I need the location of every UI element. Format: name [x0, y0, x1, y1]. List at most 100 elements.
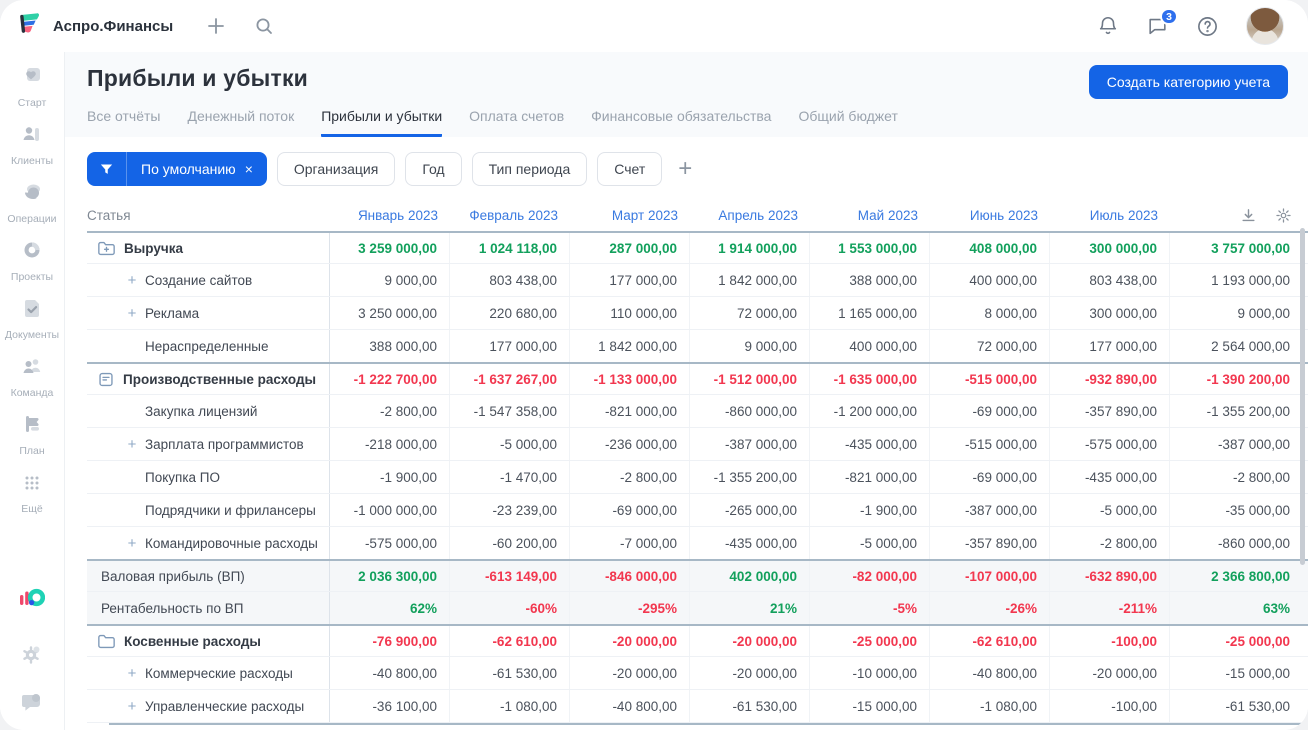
table-row: Косвенные расходы -76 900,00 -62 610,00 -20…: [87, 624, 1308, 657]
expand-plus-icon[interactable]: +: [127, 304, 137, 322]
sidebar-item-label: Команда: [10, 387, 54, 399]
row-label[interactable]: Выручка: [124, 240, 183, 256]
tab-bill-payment[interactable]: Оплата счетов: [469, 108, 565, 124]
value-cell: -23 239,00: [450, 494, 570, 526]
row-label[interactable]: Производственные расходы: [123, 371, 317, 387]
value-cell: 1 553 000,00: [810, 233, 930, 263]
tab-all-reports[interactable]: Все отчёты: [87, 108, 161, 124]
article-cell: + Управленческие расходы: [87, 690, 330, 722]
table-row: Выручка 3 259 000,00 1 024 118,00 287 000,0…: [87, 231, 1308, 264]
article-cell: Косвенные расходы: [87, 626, 330, 656]
sidebar-item-documents[interactable]: Документы: [5, 296, 59, 341]
tab-total-budget[interactable]: Общий бюджет: [798, 108, 898, 124]
value-cell: -10 000,00: [810, 657, 930, 689]
value-cell: -61 530,00: [450, 657, 570, 689]
value-cell: 300 000,00: [1050, 297, 1170, 329]
row-label[interactable]: Реклама: [145, 305, 200, 321]
tab-financial-obligations[interactable]: Финансовые обязательства: [591, 108, 772, 124]
value-cell: -435 000,00: [1050, 461, 1170, 493]
filter-chip[interactable]: Год: [405, 152, 462, 186]
folder-icon[interactable]: [97, 633, 116, 650]
value-cell: -2 800,00: [330, 395, 450, 427]
sidebar-item-more[interactable]: Ещё: [5, 470, 59, 515]
value-cell: -5 000,00: [1050, 494, 1170, 526]
settings-gear-icon[interactable]: [20, 642, 44, 666]
tab-profit-loss[interactable]: Прибыли и убытки: [321, 108, 443, 137]
quick-add-button[interactable]: [206, 16, 226, 36]
sidebar-item-label: Старт: [17, 97, 47, 109]
tab-cash-flow[interactable]: Денежный поток: [187, 108, 295, 124]
row-label[interactable]: Управленческие расходы: [145, 698, 305, 714]
create-category-button[interactable]: Создать категорию учета: [1088, 65, 1288, 99]
sidebar-item-clients[interactable]: Клиенты: [5, 122, 59, 167]
filter-chip[interactable]: Организация: [276, 152, 396, 186]
value-cell: 3 259 000,00: [330, 233, 450, 263]
value-cell: -107 000,00: [930, 561, 1050, 591]
table-settings-gear-icon[interactable]: [1275, 207, 1292, 224]
messages-badge: 3: [1160, 8, 1178, 25]
app-logo-icon: [18, 11, 44, 42]
row-label: Рентабельность по ВП: [101, 600, 244, 616]
value-cell: -62 610,00: [930, 626, 1050, 656]
value-cell: 300 000,00: [1050, 233, 1170, 263]
table-row: + Командировочные расходы -575 000,00 -60 …: [87, 527, 1308, 560]
sidebar-item-operations[interactable]: Операции: [5, 180, 59, 225]
folder-plus-icon[interactable]: [97, 240, 116, 257]
search-icon[interactable]: [254, 16, 274, 36]
value-cell: -82 000,00: [810, 561, 930, 591]
vertical-scrollbar[interactable]: [1300, 228, 1305, 565]
value-cell: -387 000,00: [930, 494, 1050, 526]
doc-lines-icon[interactable]: [97, 371, 115, 388]
table-bottom-border: [109, 723, 1308, 725]
value-cell: -69 000,00: [930, 461, 1050, 493]
value-cell: -5 000,00: [810, 527, 930, 559]
value-cell: -860 000,00: [690, 395, 810, 427]
row-label: Закупка лицензий: [145, 403, 258, 419]
row-label[interactable]: Коммерческие расходы: [145, 665, 293, 681]
value-cell: -1 133 000,00: [570, 364, 690, 394]
value-cell: -62 610,00: [450, 626, 570, 656]
expand-plus-icon[interactable]: +: [127, 697, 137, 715]
value-cell: 402 000,00: [690, 561, 810, 591]
expand-plus-icon[interactable]: +: [127, 534, 137, 552]
row-label[interactable]: Косвенные расходы: [124, 633, 261, 649]
value-cell: 1 165 000,00: [810, 297, 930, 329]
sidebar-item-plan[interactable]: План: [5, 412, 59, 457]
row-label[interactable]: Создание сайтов: [145, 272, 253, 288]
value-cell: -40 800,00: [330, 657, 450, 689]
start-icon: [20, 64, 44, 93]
value-cell: -69 000,00: [570, 494, 690, 526]
notifications-bell-icon[interactable]: [1097, 15, 1119, 37]
expand-plus-icon[interactable]: +: [127, 435, 137, 453]
add-filter-icon[interactable]: +: [678, 155, 693, 182]
value-cell: -1 512 000,00: [690, 364, 810, 394]
sidebar-item-label: Ещё: [21, 503, 43, 515]
sidebar-item-team[interactable]: Команда: [5, 354, 59, 399]
help-icon[interactable]: [1196, 15, 1219, 38]
filter-chip[interactable]: Счет: [597, 152, 663, 186]
support-chat-icon[interactable]: [20, 692, 44, 714]
column-header-month: Январь 2023: [357, 207, 438, 223]
row-label[interactable]: Зарплата программистов: [145, 436, 304, 452]
expand-plus-icon[interactable]: +: [127, 664, 137, 682]
brand-name: Аспро.Финансы: [53, 17, 174, 35]
expand-plus-icon[interactable]: +: [127, 271, 137, 289]
sidebar-item-start[interactable]: Старт: [5, 64, 59, 109]
value-cell: -387 000,00: [690, 428, 810, 460]
value-cell: 9 000,00: [690, 330, 810, 362]
sidebar-item-projects[interactable]: Проекты: [5, 238, 59, 283]
aspro-cloud-logo-icon[interactable]: [19, 587, 46, 616]
filter-chip[interactable]: Тип периода: [471, 152, 588, 186]
remove-filter-icon[interactable]: ×: [244, 161, 253, 177]
article-cell: Покупка ПО: [87, 461, 330, 493]
table-row: + Реклама 3 250 000,00 220 680,00 110 000,0…: [87, 297, 1308, 330]
default-filter-chip[interactable]: По умолчанию ×: [87, 152, 267, 186]
article-cell: Производственные расходы: [87, 364, 330, 394]
value-cell: 62%: [330, 592, 450, 624]
filter-funnel-icon: [87, 152, 127, 186]
row-label[interactable]: Командировочные расходы: [145, 535, 318, 551]
download-icon[interactable]: [1240, 207, 1257, 224]
value-cell: -1 355 200,00: [1206, 403, 1290, 419]
row-label: Подрядчики и фрилансеры: [145, 502, 316, 518]
user-avatar[interactable]: [1246, 7, 1284, 45]
